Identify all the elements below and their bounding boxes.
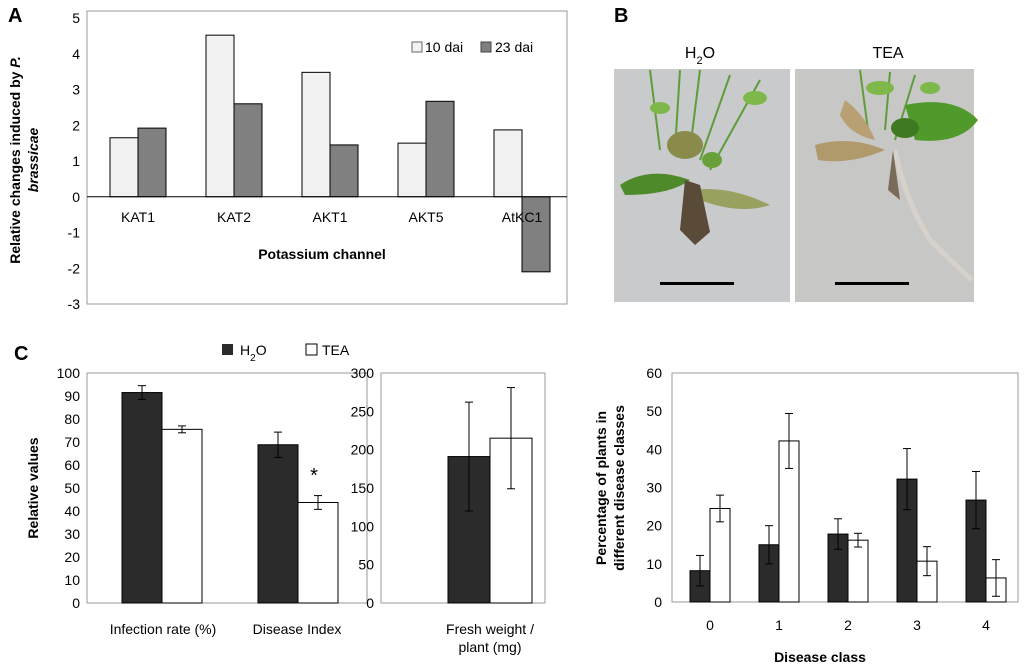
chartA-bar-23-dai-1 — [233, 103, 263, 198]
chartC3-bar-tea-2 — [847, 539, 869, 603]
chartA-ytick: 3 — [72, 82, 80, 98]
chart-a: Relative changes induced by P. brassicae… — [7, 10, 568, 312]
chartC1-ytick: 90 — [64, 388, 80, 404]
chartC2-ytick: 50 — [358, 557, 374, 573]
chartA-ytick: 1 — [72, 153, 80, 169]
legend-h2o-label: H2O — [240, 342, 267, 364]
chart-c1-ylabel: Relative values — [25, 437, 41, 538]
chartC1-bar-tea-0 — [161, 428, 203, 604]
chartC1-ytick: 70 — [64, 434, 80, 450]
chartC1-ytick: 50 — [64, 480, 80, 496]
chartA-xtick: AKT5 — [408, 209, 443, 225]
chart-c3: Percentage of plants in different diseas… — [593, 365, 1019, 665]
legend-tea-label: TEA — [322, 342, 350, 358]
chartC3-xtick: 0 — [706, 617, 714, 633]
chartA-bar-10-dai-0 — [109, 137, 139, 198]
chart-c1-xtick-infection: Infection rate (%) — [110, 621, 217, 637]
chartC1-bar-h-0 — [121, 392, 163, 604]
chartC2-ytick: 300 — [351, 365, 375, 381]
chartA-xtick: KAT1 — [121, 209, 155, 225]
legend-10dai-swatch — [411, 41, 423, 53]
chartC1-ytick: 40 — [64, 503, 80, 519]
legend-10dai-label: 10 dai — [425, 39, 463, 55]
legend-23dai-label: 23 dai — [495, 39, 533, 55]
chartA-ytick: -2 — [68, 260, 81, 276]
chartC2-ytick: 150 — [351, 480, 375, 496]
chartC3-xtick: 3 — [913, 617, 921, 633]
photo-tea-title: TEA — [872, 45, 903, 62]
chart-c3-xlabel: Disease class — [774, 649, 866, 665]
photo-h2o-title: H2O — [685, 45, 715, 67]
chartA-xtick: AtKC1 — [502, 209, 543, 225]
chartA-bar-10-dai-3 — [397, 142, 427, 198]
chartC3-ytick: 50 — [646, 403, 662, 419]
chartA-xtick: AKT1 — [312, 209, 347, 225]
chartC3-ytick: 60 — [646, 365, 662, 381]
chartA-ytick: 0 — [72, 189, 80, 205]
chartC1-ytick: 20 — [64, 549, 80, 565]
chart-c3-ylabel-line1: Percentage of plants in — [593, 411, 609, 565]
chartC2-ytick: 0 — [366, 595, 374, 611]
chartC3-ytick: 40 — [646, 441, 662, 457]
chartC1-ytick: 80 — [64, 411, 80, 427]
chartA-xtick: KAT2 — [217, 209, 251, 225]
chartC3-xtick: 4 — [982, 617, 990, 633]
chartA-ytick: 5 — [72, 10, 80, 26]
chartA-bar-10-dai-4 — [493, 129, 523, 198]
chart-c2: Fresh weight / plant (mg) 0 50 100 150 200 25… — [351, 365, 546, 655]
chartA-ytick: 2 — [72, 117, 80, 133]
chart-c1: Relative values Infection rate (%) Disea… — [25, 342, 368, 637]
chartC3-xtick: 2 — [844, 617, 852, 633]
legend-h2o-swatch — [222, 344, 233, 355]
chartA-bar-23-dai-3 — [425, 100, 455, 198]
chartA-ytick: 4 — [72, 46, 80, 62]
panel-label-a: A — [8, 5, 22, 27]
chartA-ytick: -1 — [68, 225, 81, 241]
chart-c2-xlabel-line2: plant (mg) — [458, 639, 521, 655]
chartA-bar-23-dai-0 — [137, 127, 167, 198]
chartC1-ytick: 100 — [57, 365, 81, 381]
chartA-bar-10-dai-1 — [205, 34, 235, 198]
chart-a-ylabel: Relative changes induced by P. — [7, 56, 23, 264]
chart-a-ylabel-line2: brassicae — [25, 127, 41, 192]
chart-c1-frame — [86, 372, 368, 604]
chartC1-bar-tea-1 — [297, 501, 339, 604]
chartC1-bar-h-1 — [257, 444, 299, 604]
chartA-bar-23-dai-2 — [329, 144, 359, 198]
chartC3-ytick: 10 — [646, 556, 662, 572]
chartC2-ytick: 250 — [351, 403, 375, 419]
chartC1-ytick: 30 — [64, 526, 80, 542]
chart-c2-xlabel-line1: Fresh weight / — [446, 621, 534, 637]
panel-label-b: B — [614, 5, 628, 27]
chart-a-xlabel: Potassium channel — [258, 246, 386, 262]
chartC3-ytick: 30 — [646, 480, 662, 496]
chartC3-bar-tea-0 — [709, 507, 731, 603]
chartC2-ytick: 100 — [351, 518, 375, 534]
chartC2-ytick: 200 — [351, 442, 375, 458]
chartA-ytick: -3 — [68, 296, 81, 312]
chart-c1-xtick-disease-index: Disease Index — [253, 621, 342, 637]
chartC3-ytick: 20 — [646, 518, 662, 534]
chartA-bar-23-dai-4 — [521, 196, 551, 273]
chartC3-xtick: 1 — [775, 617, 783, 633]
photo-tea — [795, 69, 978, 302]
chartC1-ytick: 10 — [64, 572, 80, 588]
chartC1-ytick: 0 — [72, 595, 80, 611]
photo-h2o — [614, 69, 790, 302]
panel-label-c: C — [14, 343, 28, 365]
legend-tea-swatch — [305, 343, 318, 356]
chartC1-ytick: 60 — [64, 457, 80, 473]
plant-photos: H2O TEA — [614, 45, 978, 302]
chart-a-frame — [86, 10, 568, 305]
legend-23dai-swatch — [480, 41, 492, 53]
significance-asterisk: * — [310, 465, 318, 487]
chart-c3-ylabel-line2: different disease classes — [611, 405, 627, 571]
chartC3-ytick: 0 — [654, 594, 662, 610]
chartA-bar-10-dai-2 — [301, 71, 331, 198]
